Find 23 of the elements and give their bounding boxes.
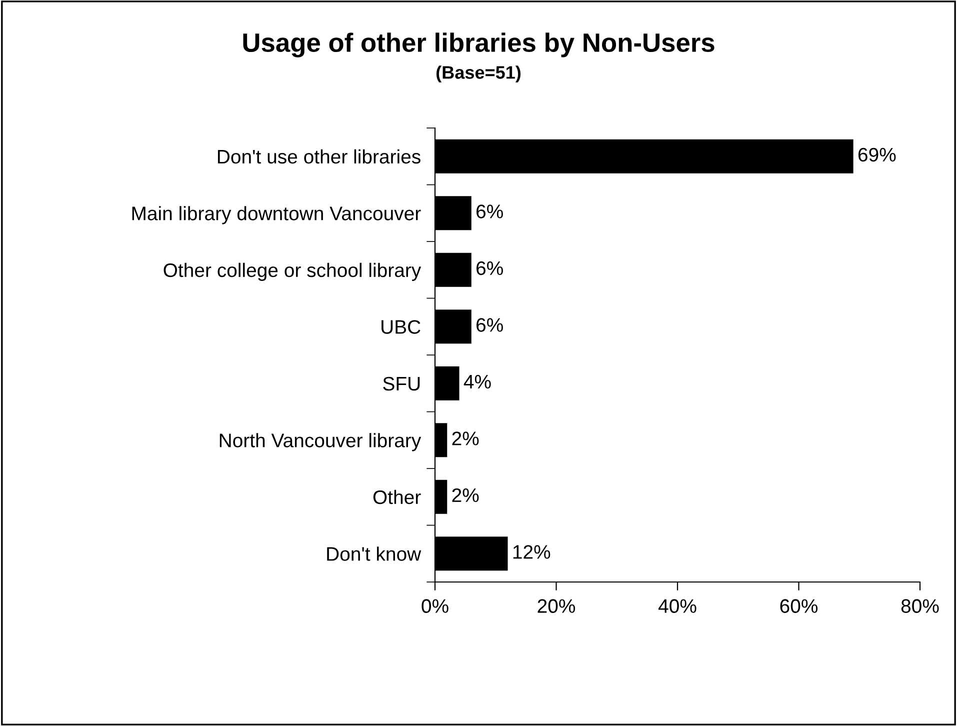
chart-subtitle: (Base=51) [436, 66, 521, 82]
y-tick-label: North Vancouver library [220, 433, 422, 452]
x-tick-label: 40% [658, 599, 696, 613]
chart-title: Usage of other libraries by Non-Users [243, 32, 714, 58]
y-tick-label: Other college or school library [164, 262, 422, 281]
y-tick-label: Don't use other libraries [218, 149, 420, 164]
data-label: 2% [452, 488, 479, 502]
x-tick-label: 80% [901, 599, 939, 613]
x-tick-label: 60% [780, 599, 818, 613]
y-tick-label: Main library downtown Vancouver [132, 206, 421, 224]
data-label: 6% [476, 261, 503, 276]
data-label: 6% [476, 318, 503, 332]
data-label: 2% [452, 432, 479, 446]
y-tick-label: SFU [383, 376, 420, 391]
x-tick-label: 20% [538, 599, 576, 613]
data-label: 12% [513, 545, 550, 559]
y-tick-label: UBC [382, 320, 420, 334]
data-label: 6% [476, 204, 503, 218]
data-label: 69% [858, 148, 896, 162]
y-tick-label: Don't know [327, 546, 422, 561]
x-tick-label: 0% [422, 599, 448, 613]
data-label: 4% [464, 374, 491, 389]
y-tick-label: Other [373, 490, 421, 504]
